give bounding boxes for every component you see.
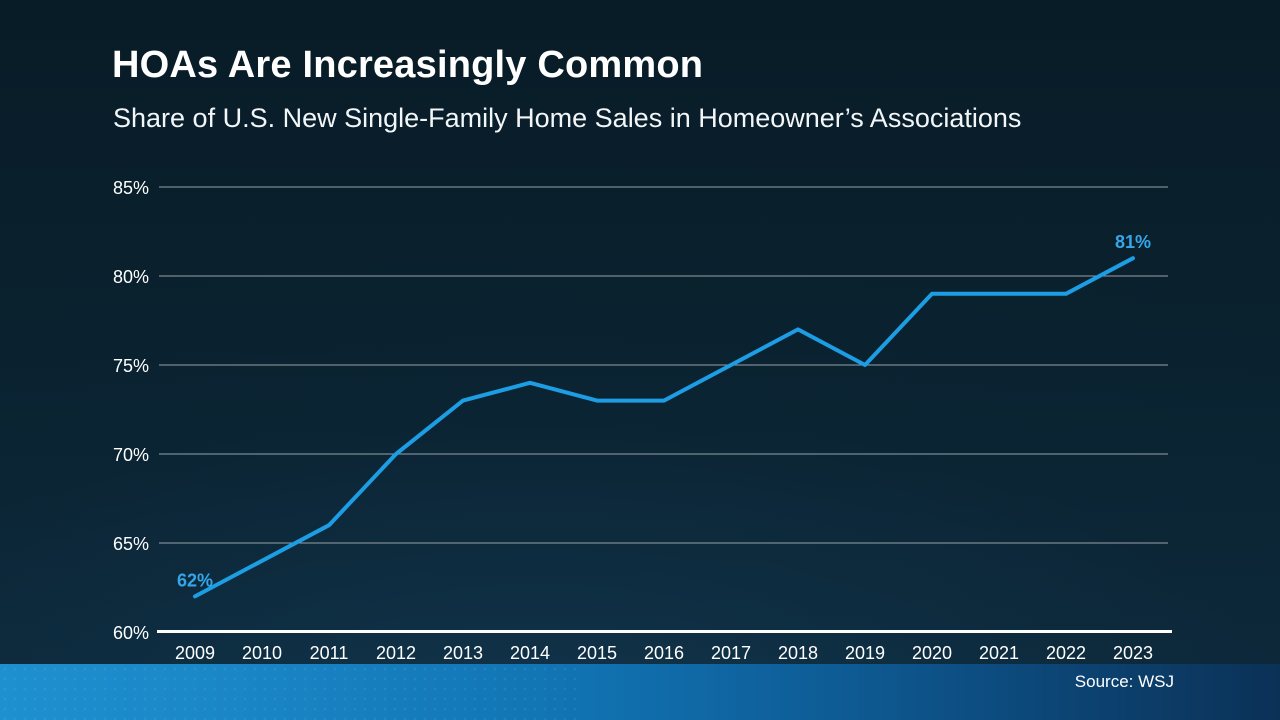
- data-point-labels: 62% 81%: [177, 232, 1151, 590]
- x-tick-label: 2016: [644, 643, 684, 663]
- source-label: Source: WSJ: [1074, 672, 1174, 691]
- x-tick-label: 2017: [711, 643, 751, 663]
- page-subtitle: Share of U.S. New Single-Family Home Sal…: [113, 103, 1022, 133]
- y-tick-label: 70%: [113, 445, 149, 465]
- gridlines: [159, 186, 1168, 544]
- y-tick-label: 80%: [113, 267, 149, 287]
- page-title: HOAs Are Increasingly Common: [112, 44, 704, 86]
- y-tick-label: 60%: [113, 623, 149, 643]
- x-tick-label: 2010: [242, 643, 282, 663]
- footer-band: Source: WSJ: [0, 664, 1280, 720]
- x-tick-label: 2018: [778, 643, 818, 663]
- y-tick-label: 65%: [113, 534, 149, 554]
- x-tick-label: 2014: [510, 643, 550, 663]
- data-line: [193, 256, 1135, 599]
- x-tick-label: 2013: [443, 643, 483, 663]
- x-tick-label: 2020: [912, 643, 952, 663]
- x-tick-label: 2021: [979, 643, 1019, 663]
- x-tick-label: 2022: [1046, 643, 1086, 663]
- data-point-label: 81%: [1115, 232, 1151, 252]
- y-tick-label: 85%: [113, 178, 149, 198]
- x-tick-label: 2023: [1113, 643, 1153, 663]
- y-tick-label: 75%: [113, 356, 149, 376]
- data-point-label: 62%: [177, 570, 213, 590]
- y-axis-labels: 60% 65% 70% 75% 80% 85%: [113, 178, 149, 643]
- x-tick-label: 2015: [577, 643, 617, 663]
- x-tick-label: 2011: [310, 643, 349, 663]
- x-tick-label: 2012: [376, 643, 416, 663]
- x-tick-label: 2009: [175, 643, 215, 663]
- x-tick-label: 2019: [845, 643, 885, 663]
- x-axis-labels: 2009 2010 2011 2012 2013 2014 2015 2016 2017 2018…: [175, 643, 1153, 663]
